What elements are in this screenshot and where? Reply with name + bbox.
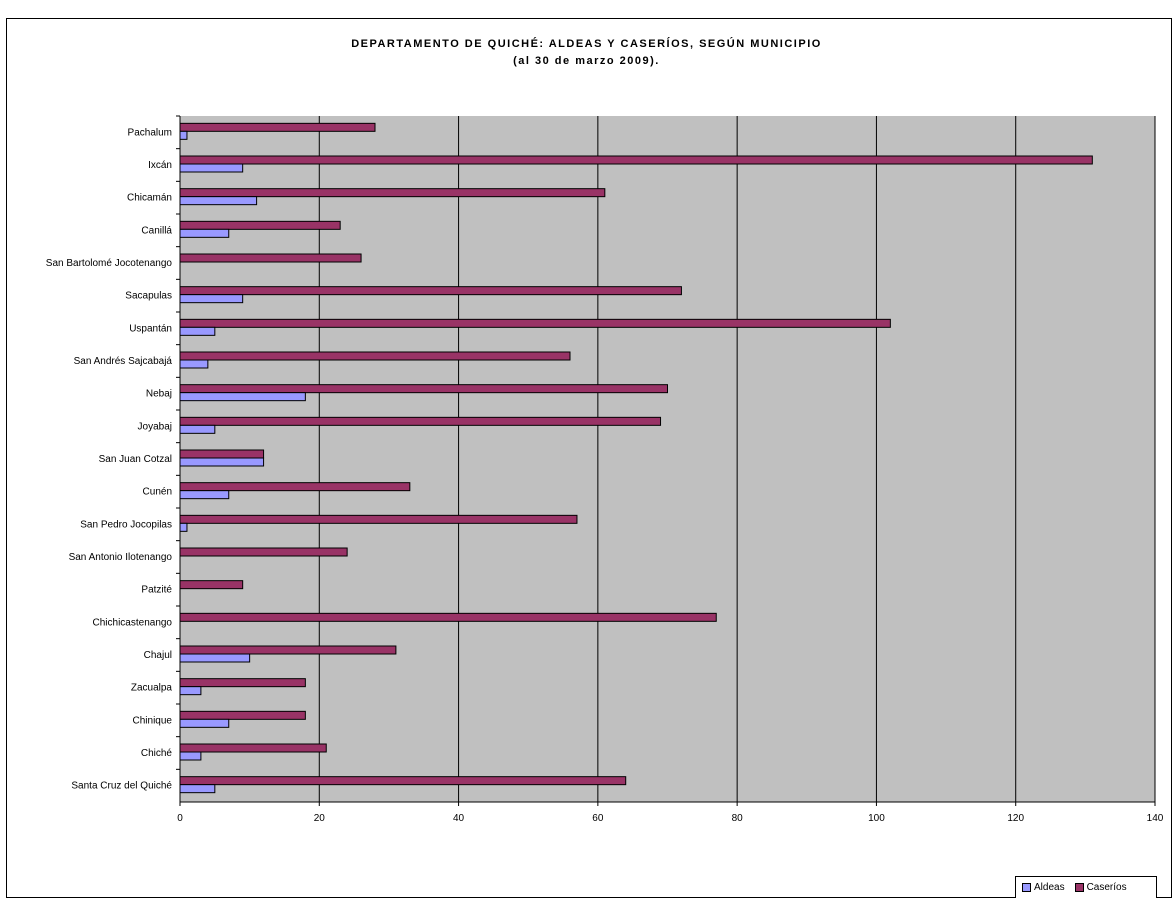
bar-caserios: [179, 482, 411, 492]
legend-label-aldeas: Aldeas: [1034, 882, 1065, 893]
bar-aldeas: [179, 196, 258, 206]
bar-caserios: [179, 710, 306, 720]
bar-aldeas: [179, 522, 188, 532]
bar-aldeas: [179, 228, 230, 238]
bar-caserios: [179, 580, 244, 590]
bar-caserios: [179, 384, 668, 394]
x-tick-label: 80: [732, 813, 744, 824]
bar-aldeas: [179, 294, 244, 304]
bar-caserios: [179, 416, 662, 426]
bar-caserios: [179, 188, 606, 198]
bar-aldeas: [179, 718, 230, 728]
chart-title: DEPARTAMENTO DE QUICHÉ: ALDEAS Y CASERÍO…: [351, 38, 822, 50]
bar-aldeas: [179, 784, 216, 794]
legend-item-aldeas: Aldeas: [1022, 882, 1065, 893]
category-label: Ixcán: [148, 160, 172, 171]
chart-subtitle: (al 30 de marzo 2009).: [513, 55, 660, 67]
bar-caserios: [179, 514, 578, 524]
bar-caserios: [179, 122, 376, 132]
x-tick-label: 0: [177, 813, 183, 824]
x-tick-label: 120: [1007, 813, 1024, 824]
bar-caserios: [179, 743, 327, 753]
bar-caserios: [179, 155, 1093, 165]
category-label: San Juan Cotzal: [99, 454, 172, 465]
category-label: Sacapulas: [125, 291, 172, 302]
bar-aldeas: [179, 424, 216, 434]
plot-area: [180, 116, 1155, 802]
x-tick-label: 140: [1147, 813, 1164, 824]
legend-swatch-aldeas: [1022, 883, 1031, 892]
bar-caserios: [179, 612, 717, 622]
bar-caserios: [179, 449, 265, 459]
category-label: Zacualpa: [131, 683, 173, 694]
category-label: San Andrés Sajcabajá: [74, 356, 173, 367]
chart-title-block: DEPARTAMENTO DE QUICHÉ: ALDEAS Y CASERÍO…: [0, 36, 1173, 70]
category-label: Canillá: [141, 225, 172, 236]
bar-aldeas: [179, 457, 265, 467]
category-label: Uspantán: [129, 323, 172, 334]
category-label: San Pedro Jocopilas: [80, 519, 172, 530]
bar-aldeas: [179, 751, 202, 761]
category-label: Patzité: [141, 585, 172, 596]
x-tick-label: 100: [868, 813, 885, 824]
legend-label-caserios: Caseríos: [1086, 882, 1127, 893]
bar-aldeas: [179, 359, 209, 369]
bar-aldeas: [179, 490, 230, 500]
bar-aldeas: [179, 130, 188, 140]
bar-caserios: [179, 678, 306, 688]
category-label: Joyabaj: [138, 421, 172, 432]
bar-aldeas: [179, 326, 216, 336]
bar-caserios: [179, 776, 627, 786]
category-label: Santa Cruz del Quiché: [71, 781, 172, 792]
category-label: Chinique: [133, 715, 173, 726]
bar-caserios: [179, 645, 397, 655]
bar-aldeas: [179, 163, 244, 173]
bar-aldeas: [179, 686, 202, 696]
category-label: San Bartolomé Jocotenango: [46, 258, 173, 269]
bar-caserios: [179, 253, 362, 263]
bar-caserios: [179, 351, 571, 361]
category-label: Chiché: [141, 748, 173, 759]
x-tick-label: 40: [453, 813, 465, 824]
legend-swatch-caserios: [1074, 883, 1084, 892]
legend-item-caserios: Caseríos: [1074, 882, 1127, 893]
x-tick-label: 60: [592, 813, 604, 824]
category-label: San Antonio Ilotenango: [69, 552, 173, 563]
category-label: Nebaj: [146, 389, 172, 400]
category-label: Chicamán: [127, 193, 172, 204]
category-label: Pachalum: [128, 127, 172, 138]
legend: Aldeas Caseríos: [1015, 876, 1157, 898]
x-tick-label: 20: [314, 813, 326, 824]
bar-caserios: [179, 547, 348, 557]
category-label: Cunén: [143, 487, 172, 498]
bar-caserios: [179, 286, 682, 296]
category-label: Chichicastenango: [93, 617, 173, 628]
bar-caserios: [179, 318, 891, 328]
bar-aldeas: [179, 392, 306, 402]
category-label: Chajul: [144, 650, 172, 661]
bar-aldeas: [179, 653, 251, 663]
bar-caserios: [179, 220, 341, 230]
